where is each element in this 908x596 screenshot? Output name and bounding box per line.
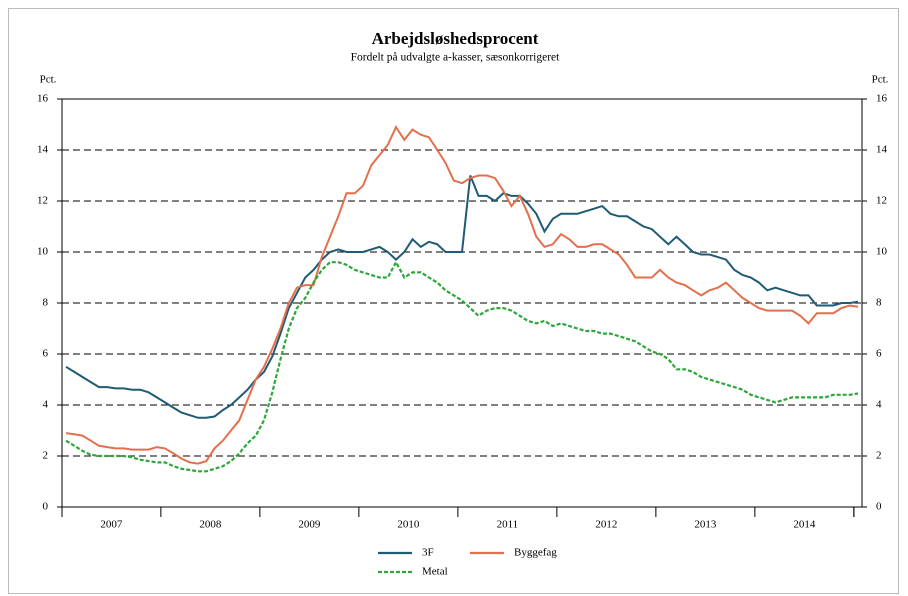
chart-title: Arbejdsløshedsprocent [372,29,539,48]
y-tick-label: 12 [37,195,48,207]
y-tick-label: 8 [43,297,49,309]
y2-tick-label: 6 [876,348,882,360]
x-tick-label: 2013 [694,519,717,531]
x-tick-label: 2009 [298,519,321,531]
x-tick-label: 2008 [199,519,222,531]
y-tick-label: 2 [43,450,49,462]
y2-tick-label: 2 [876,450,882,462]
y2-tick-label: 4 [876,399,882,411]
y2-tick-label: 10 [876,246,888,258]
y-axis-label: Pct. [40,74,57,86]
x-tick-label: 2010 [397,519,420,531]
y2-tick-label: 0 [876,501,882,513]
y-tick-label: 0 [43,501,49,513]
y-tick-label: 16 [37,93,49,105]
legend-label: Metal [422,566,448,578]
x-tick-label: 2011 [497,519,519,531]
x-tick-label: 2007 [100,519,123,531]
y2-tick-label: 14 [876,144,888,156]
y-tick-label: 4 [43,399,49,411]
x-tick-label: 2012 [595,519,617,531]
y2-axis-label: Pct. [872,74,889,86]
y-tick-label: 10 [37,246,49,258]
plot-border [61,98,863,508]
y2-tick-label: 12 [876,195,887,207]
frame [8,8,899,594]
series-line [65,125,859,465]
legend-label: 3F [422,547,434,559]
y2-tick-label: 16 [876,93,888,105]
legend-label: Byggefag [514,547,557,559]
y2-tick-label: 8 [876,297,882,309]
chart-subtitle: Fordelt på udvalgte a-kasser, sæsonkorri… [351,51,561,64]
x-tick-label: 2014 [793,519,816,531]
series-line [65,175,859,419]
y-tick-label: 14 [37,144,49,156]
y-tick-label: 6 [43,348,49,360]
